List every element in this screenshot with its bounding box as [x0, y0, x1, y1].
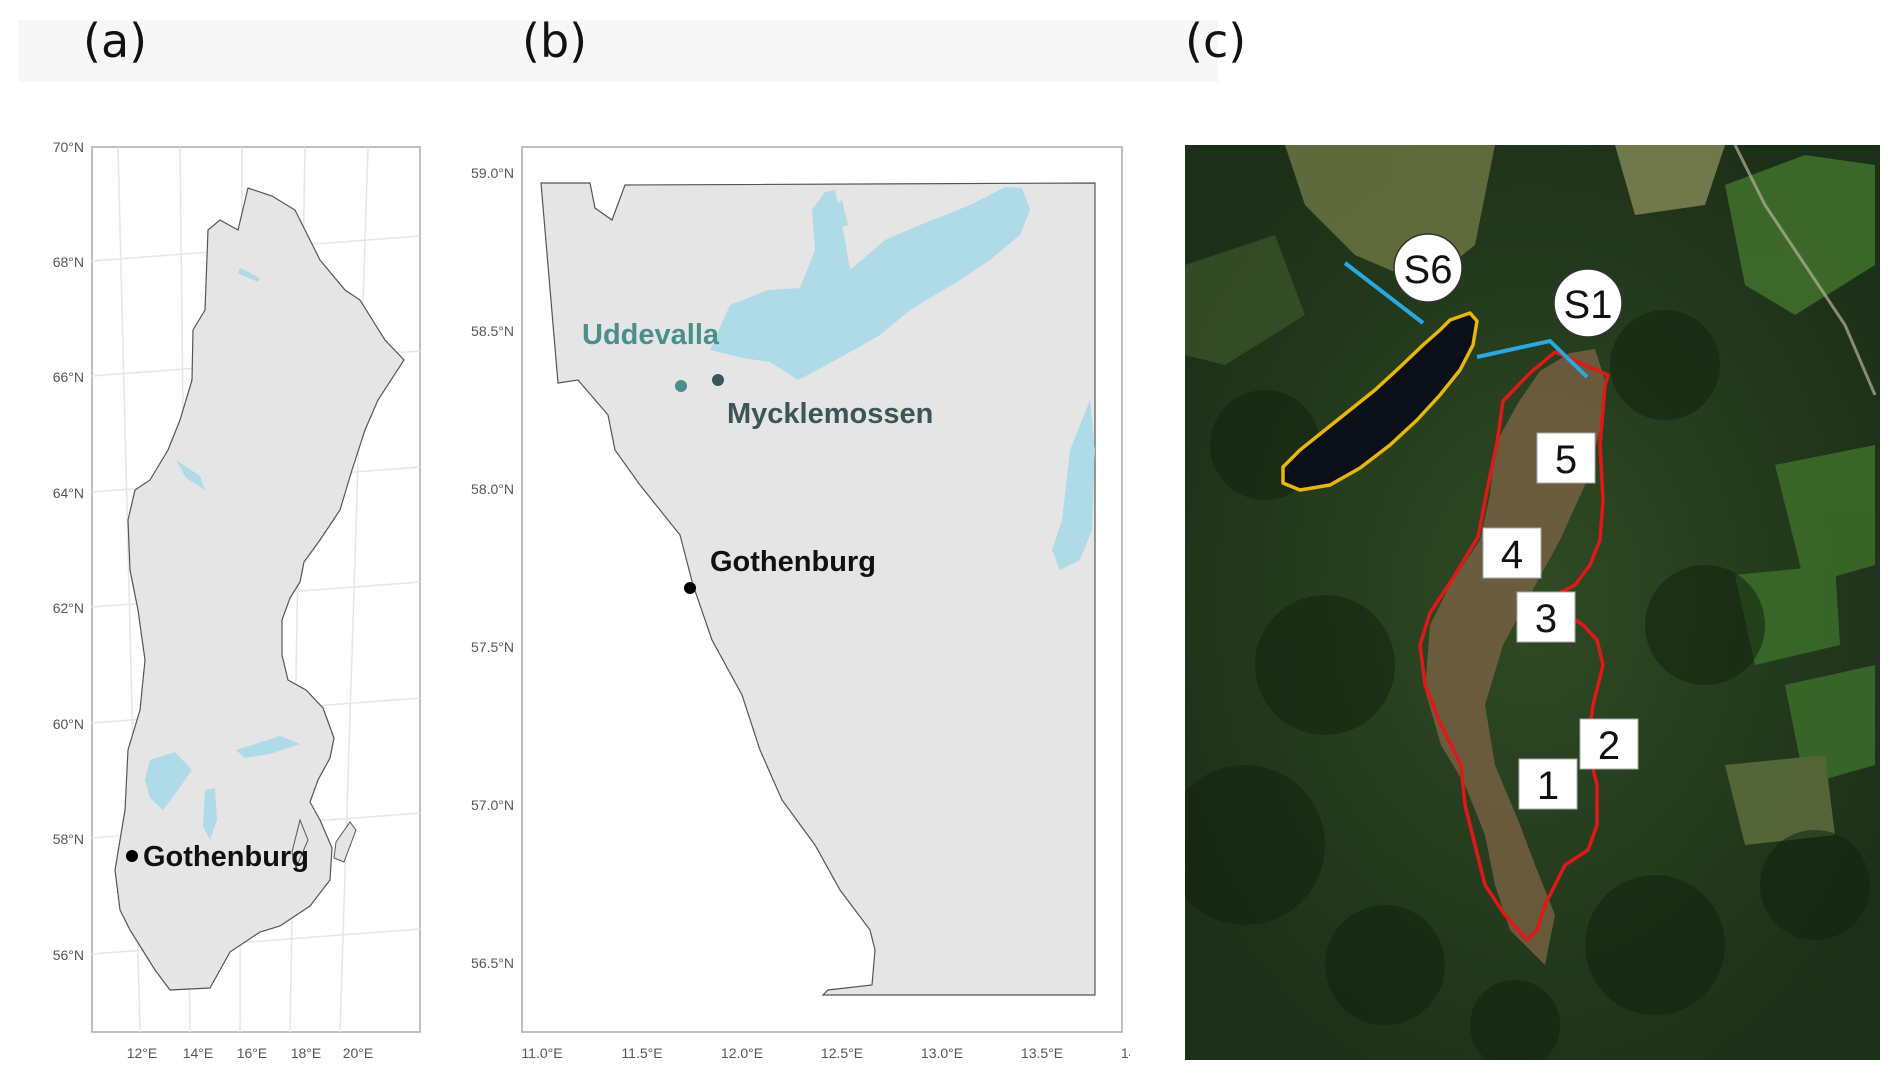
road	[1733, 145, 1877, 396]
lon-tick: 12°E	[127, 1045, 158, 1061]
fields	[1185, 145, 1875, 845]
plot-box-1	[1518, 758, 1578, 810]
lake-vattern	[203, 788, 217, 840]
panel-label-c: (c)	[1185, 14, 1247, 68]
plot-box-4	[1482, 527, 1542, 579]
oland-island	[291, 818, 309, 870]
lon-tick: 18°E	[291, 1045, 322, 1061]
uddevalla-marker	[675, 380, 687, 392]
stream-marker-s6	[1393, 233, 1463, 303]
plot-box-2	[1579, 718, 1639, 770]
lat-tick: 57.0°N	[471, 797, 514, 813]
stream-label-s1: S1	[1564, 283, 1613, 327]
lat-tick: 60°N	[53, 716, 84, 732]
plot-label-4: 4	[1501, 533, 1523, 577]
sweden-map: 70°N 68°N 66°N 64°N 62°N 60°N 58°N 56°N …	[53, 139, 421, 1061]
plot-label-3: 3	[1535, 597, 1557, 641]
lon-tick: 13.0°E	[921, 1045, 963, 1061]
lake-vanern	[145, 752, 192, 810]
lat-tick: 68°N	[53, 254, 84, 270]
lon-tick: 14.0°E	[1121, 1045, 1130, 1061]
mycklemossen-marker	[712, 374, 724, 386]
lake-north	[710, 187, 1030, 380]
mycklemossen-boundary	[1418, 350, 1610, 942]
lat-tick: 70°N	[53, 139, 84, 155]
lake-east	[1052, 400, 1095, 570]
lat-tick: 59.0°N	[471, 165, 514, 181]
lon-tick: 11.0°E	[521, 1045, 562, 1061]
plot-box-3	[1516, 591, 1576, 643]
plot-box-5	[1536, 432, 1596, 484]
stream-s6	[1343, 261, 1425, 325]
panel-label-a: (a)	[83, 14, 148, 68]
lon-tick: 13.5°E	[1021, 1045, 1063, 1061]
lat-tick: 66°N	[53, 369, 84, 385]
stream-marker-s1	[1553, 268, 1623, 338]
plot-label-2: 2	[1598, 724, 1620, 768]
lake-malaren	[236, 736, 300, 758]
lat-tick: 56°N	[53, 947, 84, 963]
region-map: 59.0°N 58.5°N 58.0°N 57.5°N 57.0°N 56.5°…	[471, 146, 1130, 1061]
panel-label-b: (b)	[522, 14, 588, 68]
gothenburg-marker	[684, 582, 696, 594]
lake-central	[176, 460, 205, 490]
city-label-gothenburg: Gothenburg	[143, 841, 309, 873]
header-band	[18, 20, 1218, 82]
lake-small	[825, 200, 848, 230]
stream-label-s6: S6	[1404, 248, 1453, 292]
lon-tick: 16°E	[237, 1045, 268, 1061]
aerial-view: S6 S1 5 4 3 2 1	[1185, 145, 1880, 1060]
site-label-mycklemossen: Mycklemossen	[727, 398, 933, 430]
lat-tick: 57.5°N	[471, 639, 514, 655]
lat-tick: 56.5°N	[471, 955, 514, 971]
gotland-island	[333, 821, 357, 863]
sweden-land	[114, 187, 405, 991]
plot-label-5: 5	[1555, 438, 1577, 482]
lon-tick: 12.5°E	[821, 1045, 863, 1061]
stream-s1	[1476, 338, 1589, 379]
lat-tick: 58.0°N	[471, 481, 514, 497]
peatland-area	[1425, 349, 1605, 965]
city-label-uddevalla: Uddevalla	[582, 319, 720, 351]
lon-tick: 11.5°E	[621, 1045, 662, 1061]
lake-outline	[1281, 311, 1479, 492]
plot-label-1: 1	[1537, 764, 1559, 808]
lake-north	[238, 268, 260, 282]
lon-tick: 12.0°E	[721, 1045, 763, 1061]
lat-tick: 58°N	[53, 831, 84, 847]
lon-tick: 14°E	[183, 1045, 214, 1061]
lat-tick: 62°N	[53, 600, 84, 616]
lat-tick: 58.5°N	[471, 323, 514, 339]
gothenburg-marker	[126, 850, 138, 862]
city-label-gothenburg: Gothenburg	[710, 546, 876, 578]
lat-tick: 64°N	[53, 485, 84, 501]
lon-tick: 20°E	[343, 1045, 374, 1061]
